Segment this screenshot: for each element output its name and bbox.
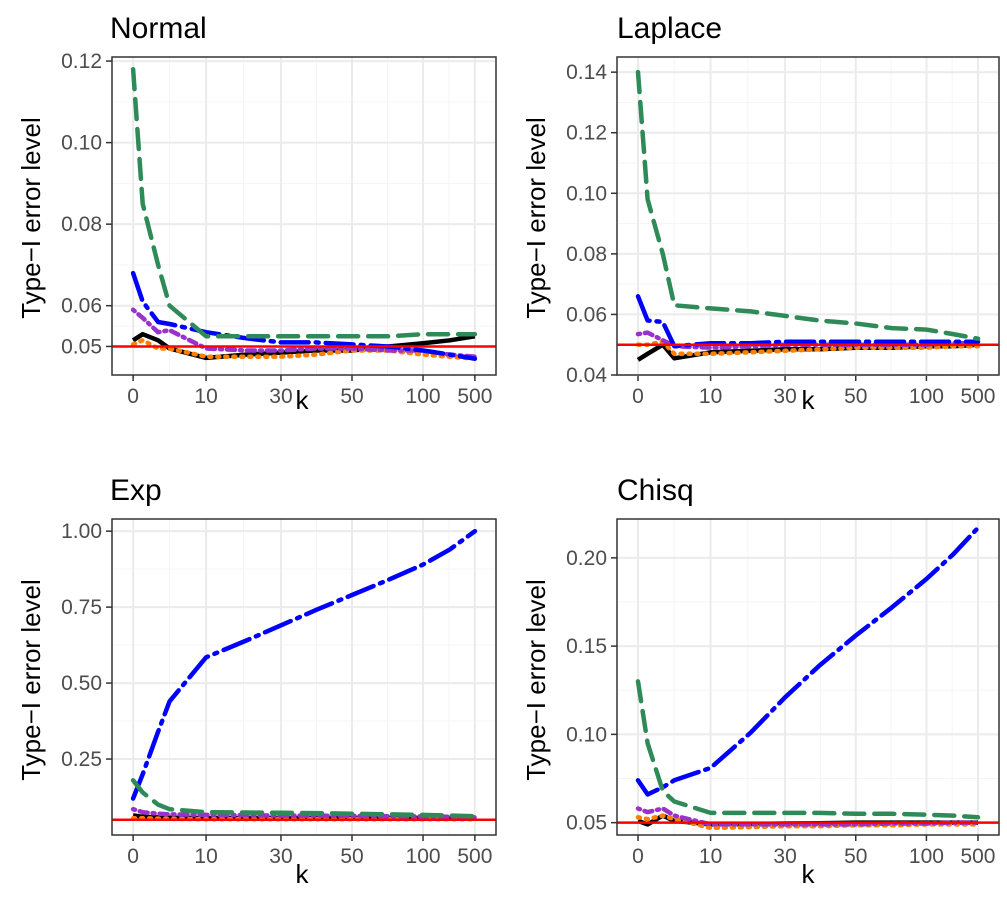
plot-border bbox=[616, 56, 1000, 376]
x-tick-label: 500 bbox=[960, 385, 995, 408]
series-line-4 bbox=[130, 528, 478, 801]
y-tick-label: 0.04 bbox=[566, 364, 607, 387]
x-tick-label: 500 bbox=[960, 845, 995, 868]
x-tick-label: 100 bbox=[406, 385, 441, 408]
series-line-5 bbox=[130, 66, 478, 339]
x-tick-label: 0 bbox=[127, 845, 139, 868]
y-tick-label: 0.12 bbox=[61, 50, 102, 73]
series-line-5 bbox=[635, 69, 981, 341]
plot-border bbox=[111, 518, 497, 836]
x-tick-label: 10 bbox=[699, 845, 722, 868]
panel-title: Exp bbox=[110, 474, 162, 507]
x-tick-label: 0 bbox=[632, 845, 644, 868]
y-tick-label: 0.10 bbox=[566, 723, 607, 746]
y-tick-label: 0.14 bbox=[566, 61, 607, 84]
x-tick-label: 30 bbox=[773, 845, 796, 868]
x-tick-label: 30 bbox=[269, 385, 292, 408]
y-tick-label: 0.05 bbox=[566, 812, 607, 835]
y-tick-label: 0.10 bbox=[566, 182, 607, 205]
y-axis-label: Type−I error level bbox=[521, 117, 551, 319]
y-tick-label: 0.05 bbox=[61, 335, 102, 358]
y-tick-label: 0.12 bbox=[566, 122, 607, 145]
x-axis-label: k bbox=[802, 385, 816, 415]
y-tick-label: 0.08 bbox=[61, 213, 102, 236]
y-tick-label: 0.08 bbox=[566, 243, 607, 266]
series-line-2 bbox=[130, 338, 478, 361]
y-tick-label: 1.00 bbox=[61, 520, 102, 543]
y-tick-label: 0.50 bbox=[61, 672, 102, 695]
panel-normal: Normal Type−I error level k 0 10 30 50 100 50… bbox=[16, 12, 497, 415]
y-tick-label: 0.25 bbox=[61, 748, 102, 771]
x-tick-label: 30 bbox=[773, 385, 796, 408]
panel-chisq: Chisq Type−I error level k 0 10 30 50 100 500… bbox=[521, 474, 1000, 889]
panel-title: Chisq bbox=[617, 474, 694, 507]
x-axis-label: k bbox=[296, 385, 310, 415]
x-tick-label: 0 bbox=[127, 385, 139, 408]
x-tick-label: 10 bbox=[194, 385, 217, 408]
plot-border bbox=[616, 518, 1000, 836]
series-line-4 bbox=[635, 294, 981, 349]
x-tick-label: 50 bbox=[340, 385, 363, 408]
y-axis-label: Type−I error level bbox=[521, 579, 551, 781]
x-tick-label: 10 bbox=[699, 385, 722, 408]
y-tick-label: 0.15 bbox=[566, 635, 607, 658]
panel-exp: Exp Type−I error level k 0 10 30 50 100 500 0.… bbox=[16, 474, 497, 889]
x-tick-label: 10 bbox=[194, 845, 217, 868]
x-tick-label: 100 bbox=[406, 845, 441, 868]
plot-area bbox=[112, 57, 496, 375]
x-tick-label: 0 bbox=[632, 385, 644, 408]
x-tick-label: 30 bbox=[269, 845, 292, 868]
plot-border bbox=[111, 56, 497, 376]
x-tick-label: 50 bbox=[844, 385, 867, 408]
x-tick-label: 50 bbox=[844, 845, 867, 868]
x-axis-label: k bbox=[802, 859, 816, 889]
x-tick-label: 100 bbox=[909, 385, 944, 408]
y-tick-label: 0.10 bbox=[61, 132, 102, 155]
panel-laplace: Laplace Type−I error level k 0 10 30 50 100 5… bbox=[521, 12, 1000, 415]
x-axis-label: k bbox=[296, 859, 310, 889]
x-tick-label: 50 bbox=[340, 845, 363, 868]
plot-area bbox=[617, 57, 999, 375]
y-axis-label: Type−I error level bbox=[16, 579, 46, 781]
y-tick-label: 0.06 bbox=[61, 295, 102, 318]
panel-title: Laplace bbox=[617, 12, 722, 45]
x-tick-label: 500 bbox=[457, 385, 492, 408]
series-line-4 bbox=[130, 270, 478, 361]
x-tick-label: 100 bbox=[909, 845, 944, 868]
panel-title: Normal bbox=[110, 12, 207, 45]
y-tick-label: 0.20 bbox=[566, 547, 607, 570]
series-line-5 bbox=[130, 778, 478, 819]
x-tick-label: 500 bbox=[457, 845, 492, 868]
series-line-5 bbox=[635, 679, 981, 820]
y-tick-label: 0.75 bbox=[61, 596, 102, 619]
y-tick-label: 0.06 bbox=[566, 303, 607, 326]
plot-area bbox=[112, 519, 496, 835]
y-axis-label: Type−I error level bbox=[16, 117, 46, 319]
